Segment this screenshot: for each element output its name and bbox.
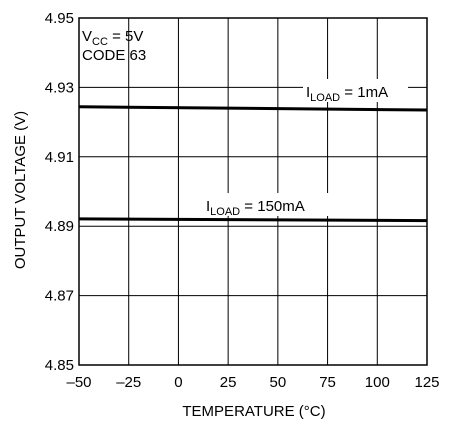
- x-tick-label-5: 75: [319, 374, 336, 391]
- y-tick-label-2: 4.89: [45, 218, 74, 235]
- y-tick-label-0: 4.85: [45, 357, 74, 374]
- x-tick-label-2: 0: [174, 374, 182, 391]
- y-tick-label-3: 4.91: [45, 149, 74, 166]
- svg-text:ILOAD = 150mA: ILOAD = 150mA: [206, 198, 305, 218]
- plot-frame: [78, 17, 428, 366]
- x-axis-title: TEMPERATURE (°C): [182, 403, 325, 420]
- grid-lines: [79, 18, 427, 365]
- x-tick-label-3: 25: [220, 374, 237, 391]
- series-label-1ma: ILOAD = 1mA: [303, 79, 408, 104]
- x-tick-label-1: –25: [116, 374, 141, 391]
- x-tick-label-0: –50: [66, 374, 91, 391]
- series-line-1: [78, 217, 428, 223]
- svg-text:ILOAD = 1mA: ILOAD = 1mA: [306, 84, 388, 104]
- y-tick-label-5: 4.95: [45, 10, 74, 27]
- series-layer: [78, 105, 428, 223]
- y-axis-title: OUTPUT VOLTAGE (V): [12, 111, 29, 269]
- tick-labels: –50 –25 0 25 50 75 100 125 4.85 4.87 4.89 4.91 4.93 4…: [45, 10, 440, 391]
- vcc-condition-label: VCC = 5V: [82, 28, 143, 48]
- series-line-0: [78, 105, 428, 112]
- x-tick-label-6: 100: [365, 374, 390, 391]
- code-condition-label: CODE 63: [82, 47, 146, 64]
- x-tick-label-7: 125: [414, 374, 439, 391]
- y-tick-label-1: 4.87: [45, 288, 74, 305]
- series-label-150ma: ILOAD = 150mA: [204, 193, 331, 218]
- y-tick-label-4: 4.93: [45, 79, 74, 96]
- x-tick-label-4: 50: [270, 374, 287, 391]
